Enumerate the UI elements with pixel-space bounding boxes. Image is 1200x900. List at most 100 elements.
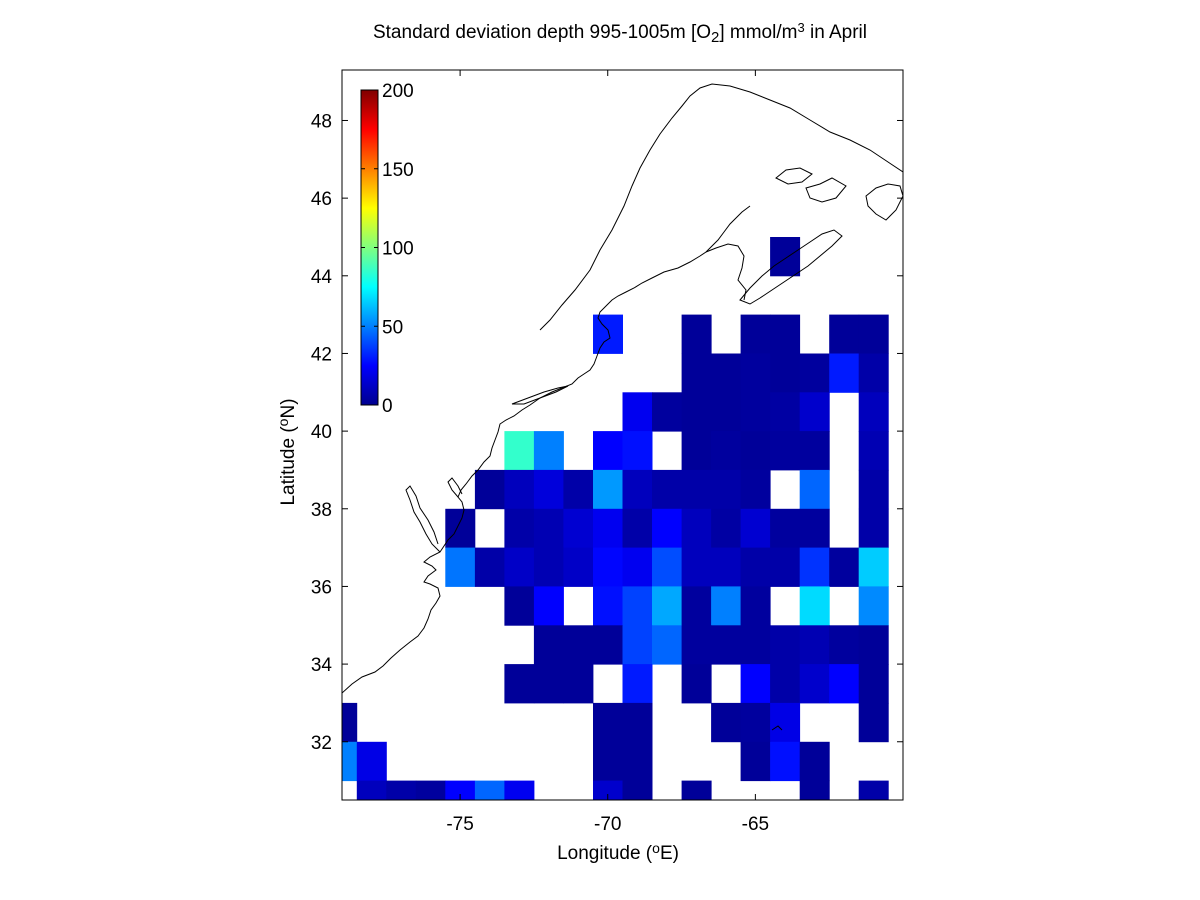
coastline-nova-scotia [739,229,843,305]
xlabel-suffix: E) [659,843,679,864]
y-tick-label: 36 [311,577,332,598]
coastline-gulf-st-lawrence [539,83,903,331]
heatmap-cell [858,625,889,665]
x-tick-label: -75 [446,814,473,835]
coastline [342,83,903,731]
heatmap-cell [593,741,623,782]
heatmap-cell [622,586,653,626]
heatmap-cell [711,547,742,587]
heatmap-cell [533,508,564,549]
heatmap-cell [740,664,771,704]
heatmap-cell [770,702,801,743]
heatmap-cell [622,741,653,782]
colorbar-tick-label: 200 [382,81,414,102]
heatmap-cell [563,469,594,510]
heatmap-cell [858,431,889,471]
heatmap-cell [622,625,653,665]
heatmap-cell [858,547,889,587]
coastline-bay-of-fundy [705,243,747,301]
heatmap-cell [770,508,801,549]
heatmap-cell [622,780,653,800]
heatmap-cell [829,314,860,354]
colorbar-tick-label: 150 [382,160,414,181]
heatmap-cell [593,547,623,587]
heatmap-cell [681,664,712,704]
y-tick-label: 34 [311,655,333,676]
heatmap-cell [858,586,889,626]
heatmap-cell [799,741,830,782]
heatmap-cell [711,392,742,432]
heatmap-cell [415,780,446,800]
heatmap-cell [504,469,535,510]
heatmap-cell [740,586,771,626]
heatmap-cell [342,702,358,743]
heatmap-cell [593,314,623,354]
heatmap-cell [858,353,889,393]
y-axis-label: Latitude (oN) [275,352,300,552]
heatmap-cell [533,469,564,510]
heatmap-cell [799,392,830,432]
axes-frame [341,69,904,801]
heatmap-cell [829,547,860,587]
heatmap-cell [681,780,712,800]
heatmap-cell [770,237,801,277]
heatmap-cell [622,431,653,471]
y-tick-label: 44 [311,267,333,288]
x-tick-label: -65 [742,814,769,835]
heatmap-cell [622,508,653,549]
heatmap-cell [711,469,742,510]
heatmap-cell [858,392,889,432]
coastline-delaware-bay [447,477,463,498]
heatmap-cell [858,469,889,510]
heatmap-cell [799,469,830,510]
heatmap-cell [799,625,830,665]
heatmap-cell [711,586,742,626]
heatmap-cell [740,314,771,354]
heatmap-cell [799,586,830,626]
heatmap-cell [622,702,653,743]
heatmap-cell [829,353,860,393]
heatmap-cell [770,664,801,704]
heatmap-cell [563,508,594,549]
ylabel-prefix: Latitude ( [278,426,299,506]
heatmap-cell [858,702,889,743]
y-tick-label: 38 [311,500,332,521]
heatmap-cell [622,469,653,510]
heatmap-cell [533,586,564,626]
coastline-bermuda [771,725,783,731]
heatmap-cell [593,508,623,549]
heatmap-cell [504,508,535,549]
heatmap-cell [711,702,742,743]
heatmap-cell [740,508,771,549]
heatmap-cell [681,314,712,354]
heatmap-cell [504,586,535,626]
heatmap-cell [681,431,712,471]
heatmap-cell [652,625,682,665]
title-prefix: Standard deviation depth 995-1005m [O [372,22,711,43]
title-subscript: 2 [711,29,720,46]
heatmap-cell [504,431,535,471]
x-axis-ticks: -75 -70 -65 [446,70,769,835]
y-tick-label: 48 [311,111,332,132]
heatmap-cell [681,353,712,393]
heatmap-cell [504,664,535,704]
heatmap-cell [533,664,564,704]
y-axis-ticks: 32 34 36 38 40 42 44 46 48 [311,111,903,754]
plot-title: Standard deviation depth 995-1005m [O2] … [300,20,940,46]
coastline-long-island [511,385,569,405]
colorbar-tick-label: 50 [382,317,403,338]
heatmap-cell [652,508,682,549]
coastline-us-east [342,205,751,694]
heatmap-cell [593,780,623,800]
heatmap-cell [858,314,889,354]
heatmap-cell [445,508,476,549]
heatmap-cell [858,780,889,800]
heatmap-cell [681,469,712,510]
heatmap-cell [652,586,682,626]
y-tick-label: 46 [311,189,332,210]
heatmap-cell [593,702,623,743]
heatmap-cell [593,431,623,471]
heatmap-cell [593,586,623,626]
heatmap-cell [504,780,535,800]
